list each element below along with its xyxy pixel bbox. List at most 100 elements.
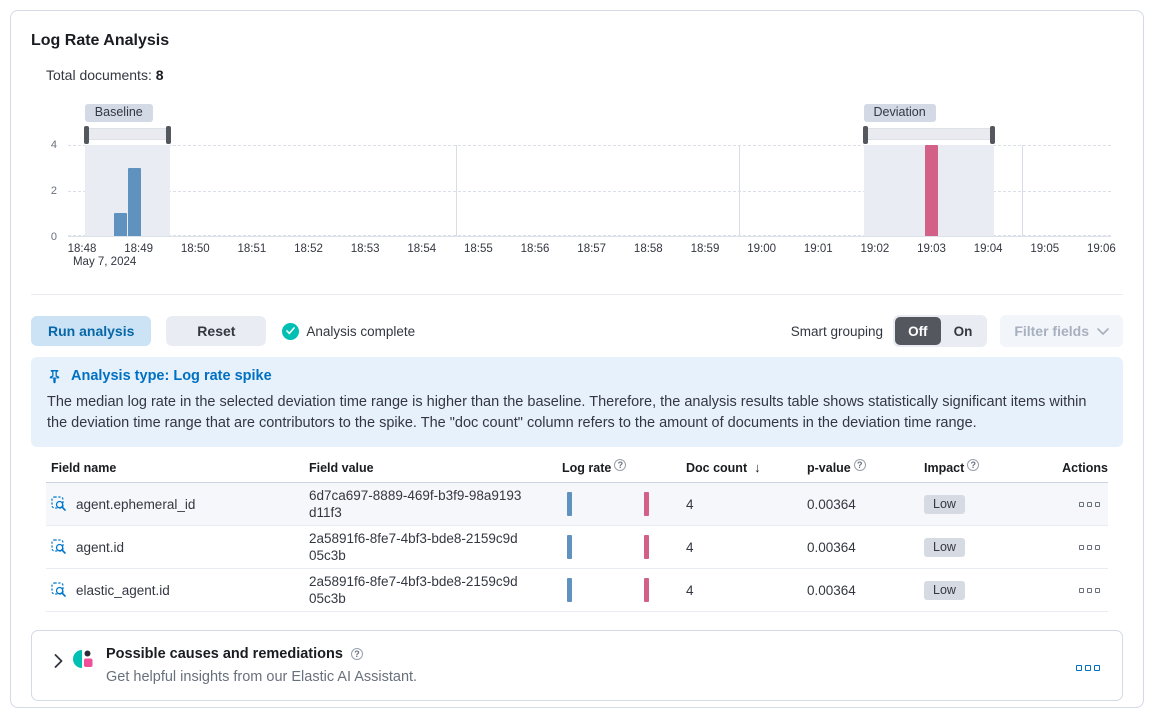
baseline-bar [127,167,141,236]
gridline-y0 [68,235,1111,236]
total-documents-value: 8 [155,67,164,83]
gridline-y2 [68,190,1111,192]
reset-button[interactable]: Reset [166,316,267,346]
impact-badge: Low [924,537,965,557]
deviation-bar [924,145,938,236]
log-rate-deviation-bar [644,535,649,559]
total-documents-label: Total documents: [46,67,152,83]
x-axis-tick-label: 18:56 [520,243,550,255]
column-header-impact[interactable]: Impact? [924,459,1054,475]
table-row[interactable]: agent.id 2a5891f6-8fe7-4bf3-bde8-2159c9d… [46,526,1108,569]
doc-count: 4 [686,582,694,598]
chart-plot-area [68,145,1111,237]
log-rate-mini-chart [562,570,686,610]
smart-grouping-label: Smart grouping [790,323,884,339]
doc-count: 4 [686,539,694,555]
x-axis-tick-label: 19:03 [917,243,946,255]
column-header-actions: Actions [1062,461,1108,475]
log-rate-info-icon[interactable]: ? [614,459,627,471]
pin-icon [49,369,60,384]
p-value: 0.00364 [807,496,856,512]
table-row[interactable]: elastic_agent.id 2a5891f6-8fe7-4bf3-bde8… [46,569,1108,612]
deviation-brush-left-handle[interactable] [862,126,868,144]
run-analysis-button[interactable]: Run analysis [31,316,152,346]
column-header-field-name[interactable]: Field name [51,461,117,475]
x-axis-tick-label: 18:48 [67,243,97,255]
field-value: 6d7ca697-8889-469f-b3f9-98a9193d11f3 [309,488,522,520]
analysis-status: Analysis complete [282,322,416,340]
x-axis-tick-label: 18:49 [124,243,153,255]
column-header-log-rate[interactable]: Log rate? [562,459,686,475]
expand-accordion-button[interactable] [52,652,65,670]
vertical-gridline [1022,145,1024,236]
x-axis-tick-label: 18:51 [237,243,267,255]
x-axis-tick-label: 18:50 [180,243,210,255]
log-rate-deviation-bar [644,492,649,516]
analysis-toolbar: Run analysis Reset Analysis complete Sma… [31,315,1123,347]
chart-brush-layer [68,125,1111,144]
filter-field-icon[interactable] [51,496,67,512]
log-rate-baseline-bar [567,492,572,516]
baseline-brush-left-handle[interactable] [83,126,89,144]
smart-grouping-on-button[interactable]: On [941,317,986,345]
column-header-doc-count[interactable]: Doc count ↓ [686,460,761,475]
p-value-info-icon[interactable]: ? [853,459,866,471]
analysis-status-text: Analysis complete [306,323,416,339]
toolbar-right: Smart grouping Off On Filter fields [791,315,1123,347]
x-axis-tick-label: 19:02 [860,243,890,255]
smart-grouping-toggle: Off On [893,315,988,347]
vertical-gridline [738,145,740,236]
impact-badge: Low [924,494,965,514]
baseline-brush-right-handle[interactable] [165,126,171,144]
chevron-down-icon [1097,327,1109,335]
column-header-p-value[interactable]: p-value? [807,459,924,475]
filter-fields-label: Filter fields [1014,323,1089,339]
log-rate-baseline-bar [567,535,572,559]
x-axis-tick-label: 19:06 [1087,243,1116,255]
log-rate-analysis-panel: Log Rate Analysis Total documents: 8 4 2… [10,10,1144,708]
elastic-ai-assistant-icon [73,650,93,668]
impact-info-icon[interactable]: ? [967,459,980,471]
insights-info-icon[interactable]: ? [350,648,363,660]
smart-grouping-off-button[interactable]: Off [895,317,941,345]
x-axis-tick-label: 18:53 [350,243,380,255]
log-rate-mini-chart [562,527,686,567]
deviation-brush[interactable] [862,126,995,144]
deviation-brush-right-handle[interactable] [989,126,995,144]
vertical-gridline [455,145,457,236]
x-axis-tick-label: 18:55 [464,243,493,255]
chart-x-axis: May 7, 2024 18:48 18:49 18:50 18:51 18:52 18:… [67,240,1116,268]
p-value: 0.00364 [807,582,856,598]
field-name: elastic_agent.id [76,582,170,598]
section-divider [31,294,1123,295]
doc-count: 4 [686,496,694,512]
y-axis-label-4: 4 [50,139,57,151]
analysis-type-callout: Analysis type: Log rate spike The median… [31,357,1123,447]
callout-title: Analysis type: Log rate spike [71,368,272,384]
field-value: 2a5891f6-8fe7-4bf3-bde8-2159c9d05c3b [309,531,518,563]
callout-body: The median log rate in the selected devi… [47,394,1087,431]
row-actions-menu-icon[interactable] [1077,543,1102,552]
filter-fields-dropdown[interactable]: Filter fields [1000,315,1123,347]
insights-actions-menu-icon[interactable] [1074,663,1102,673]
insights-accordion-panel: Possible causes and remediations ? Get h… [31,630,1123,701]
field-name: agent.ephemeral_id [76,496,196,512]
gridline-y4 [68,145,1111,146]
row-actions-menu-icon[interactable] [1077,586,1102,595]
impact-badge: Low [924,580,965,600]
row-actions-menu-icon[interactable] [1077,500,1102,509]
field-name: agent.id [76,539,125,555]
baseline-range-overlay [84,145,170,236]
table-body: agent.ephemeral_id 6d7ca697-8889-469f-b3… [46,483,1108,612]
baseline-badge: Baseline [84,104,153,122]
field-value: 2a5891f6-8fe7-4bf3-bde8-2159c9d05c3b [309,574,518,606]
filter-field-icon[interactable] [51,539,67,555]
filter-field-icon[interactable] [51,582,67,598]
check-circle-icon [282,322,300,340]
baseline-brush[interactable] [83,126,171,144]
page-title: Log Rate Analysis [31,32,170,49]
x-axis-tick-label: 19:05 [1030,243,1060,255]
table-row[interactable]: agent.ephemeral_id 6d7ca697-8889-469f-b3… [46,483,1108,526]
y-axis-label-2: 2 [50,185,57,197]
column-header-field-value[interactable]: Field value [309,461,374,475]
